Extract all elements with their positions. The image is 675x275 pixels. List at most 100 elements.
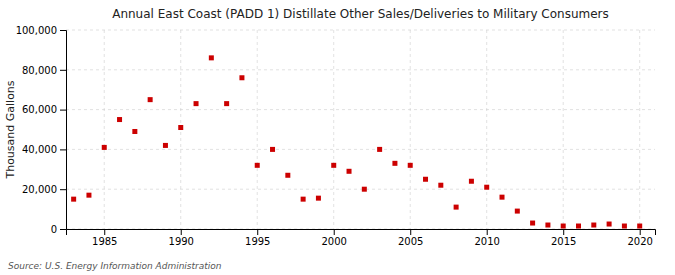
tick: 2020: [627, 229, 652, 247]
tick: 20,000: [22, 184, 66, 195]
tick-label: 40,000: [22, 144, 57, 155]
tick: 0: [51, 224, 66, 235]
point: [148, 97, 153, 102]
tick-mark: [334, 229, 335, 235]
tick-label: 1990: [169, 236, 194, 247]
y-grid-line: [66, 69, 655, 70]
point: [423, 177, 428, 182]
tick-label: 2010: [474, 236, 499, 247]
point: [209, 55, 214, 60]
annotation: Source: U.S. Energy Information Administ…: [8, 261, 222, 271]
point: [576, 224, 581, 229]
tick: 1985: [92, 229, 117, 247]
point: [178, 125, 183, 130]
grid: [66, 30, 655, 229]
point: [438, 183, 443, 188]
tick-mark: [60, 229, 66, 230]
tick-mark: [257, 229, 258, 235]
plot-area: 1985 1990 1995 2000 2005 2010 2015 2020 0 20,000 4…: [16, 25, 656, 247]
tick-mark: [60, 189, 66, 190]
point: [194, 101, 199, 106]
y-grid-line: [66, 109, 655, 110]
y-grid-line: [66, 189, 655, 190]
point: [500, 195, 505, 200]
point: [469, 179, 474, 184]
tick: 2000: [322, 229, 347, 247]
tick-mark: [563, 229, 564, 235]
point: [561, 224, 566, 229]
tick-label: 2005: [398, 236, 423, 247]
point: [408, 163, 413, 168]
points: [71, 55, 642, 228]
tick-label: 0: [51, 224, 57, 235]
tick-label: 60,000: [22, 104, 57, 115]
tick-label: 80,000: [22, 65, 57, 76]
tick: 2005: [398, 229, 423, 247]
y-grid-line: [66, 149, 655, 150]
point: [545, 223, 550, 228]
x-grid-line: [104, 30, 105, 229]
x-grid-line: [563, 30, 564, 229]
tick-mark: [60, 30, 66, 31]
tick-mark: [60, 70, 66, 71]
point: [71, 197, 76, 202]
x-grid-line: [257, 30, 258, 229]
point: [607, 222, 612, 227]
x-axis: 1985 1990 1995 2000 2005 2010 2015 2020: [67, 229, 656, 247]
tick-mark: [181, 229, 182, 235]
y-grid-line: [66, 30, 655, 31]
x-grid-line: [410, 30, 411, 229]
point: [117, 117, 122, 122]
point: [591, 223, 596, 228]
point: [316, 196, 321, 201]
y-axis: 0 20,000 40,000 60,000 80,000 100,000: [16, 25, 67, 235]
point: [86, 193, 91, 198]
tick-label: 20,000: [22, 184, 57, 195]
tick-label: 1995: [245, 236, 270, 247]
tick-mark: [104, 229, 105, 235]
tick-mark: [60, 110, 66, 111]
tick: 80,000: [22, 65, 66, 76]
point: [622, 224, 627, 229]
tick-label: 100,000: [16, 25, 57, 36]
tick: 1995: [245, 229, 270, 247]
point: [392, 161, 397, 166]
tick-label: 2015: [551, 236, 576, 247]
x-grid-line: [333, 30, 334, 229]
x-grid-line: [639, 30, 640, 229]
tick-mark: [640, 229, 641, 235]
axis-line: [60, 31, 67, 230]
tick: 100,000: [16, 25, 66, 36]
point: [362, 187, 367, 192]
point: [484, 185, 489, 190]
point: [637, 224, 642, 229]
point: [454, 205, 459, 210]
tick: 1990: [169, 229, 194, 247]
point: [331, 163, 336, 168]
point: [255, 163, 260, 168]
point: [270, 147, 275, 152]
tick-label: 2000: [322, 236, 347, 247]
tick-label: 1985: [92, 236, 117, 247]
x-grid-line: [486, 30, 487, 229]
point: [515, 209, 520, 214]
point: [102, 145, 107, 150]
title: Annual East Coast (PADD 1) Distillate Ot…: [112, 7, 609, 21]
point: [163, 143, 168, 148]
tick-label: 2020: [627, 236, 652, 247]
point: [530, 221, 535, 226]
tick: 60,000: [22, 104, 66, 115]
point: [347, 169, 352, 174]
point: [301, 197, 306, 202]
tick-mark: [487, 229, 488, 235]
chart: 1985 1990 1995 2000 2005 2010 2015 2020 0 20,000 4…: [0, 0, 675, 275]
point: [285, 173, 290, 178]
point: [132, 129, 137, 134]
point: [377, 147, 382, 152]
point: [239, 75, 244, 80]
point: [224, 101, 229, 106]
axis-line: [67, 230, 656, 236]
tick: 2015: [551, 229, 576, 247]
tick-mark: [60, 149, 66, 150]
tick: 2010: [474, 229, 499, 247]
